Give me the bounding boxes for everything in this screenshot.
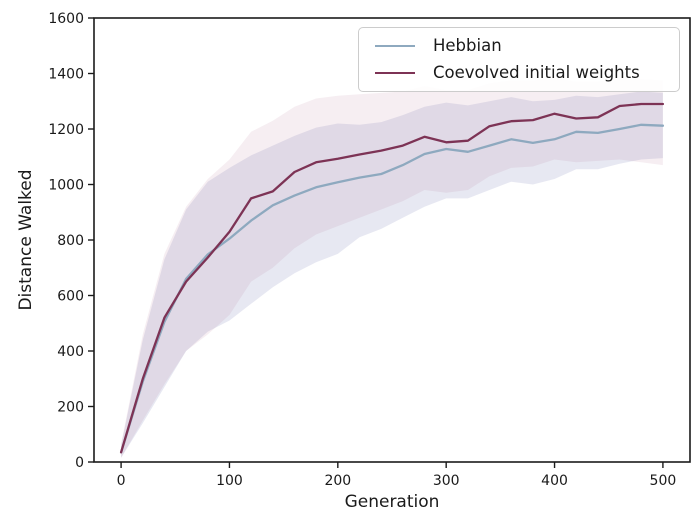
band-0	[121, 91, 663, 458]
legend-item-hebbian: Hebbian	[369, 35, 669, 55]
confidence-bands	[121, 77, 663, 458]
legend: Hebbian Coevolved initial weights	[358, 27, 680, 92]
series-lines	[119, 102, 665, 454]
svg-text:400: 400	[57, 344, 84, 360]
svg-text:200: 200	[57, 400, 84, 416]
band-1	[121, 77, 663, 458]
line-1	[119, 102, 665, 454]
svg-text:0: 0	[75, 455, 84, 471]
svg-text:0: 0	[117, 473, 126, 489]
y-axis-label: Distance Walked	[16, 169, 36, 311]
svg-text:1600: 1600	[48, 11, 84, 27]
svg-text:1000: 1000	[48, 178, 84, 194]
hebbian-line-swatch	[375, 44, 415, 47]
tick-labels: 0 100 200 300 400 500 0 200 400 600 800 1000 1200 140…	[48, 11, 676, 489]
legend-label-hebbian: Hebbian	[433, 35, 502, 55]
axes	[88, 17, 691, 468]
coevolved-line-swatch	[375, 72, 415, 75]
svg-text:1200: 1200	[48, 122, 84, 138]
legend-label-coevolved: Coevolved initial weights	[433, 63, 640, 83]
svg-text:100: 100	[216, 473, 243, 489]
svg-text:400: 400	[541, 473, 568, 489]
svg-text:800: 800	[57, 233, 84, 249]
svg-text:200: 200	[324, 473, 351, 489]
svg-text:300: 300	[433, 473, 460, 489]
svg-text:1400: 1400	[48, 67, 84, 83]
svg-text:500: 500	[650, 473, 677, 489]
legend-item-coevolved: Coevolved initial weights	[369, 64, 669, 82]
x-axis-label: Generation	[344, 492, 440, 512]
svg-text:600: 600	[57, 289, 84, 305]
